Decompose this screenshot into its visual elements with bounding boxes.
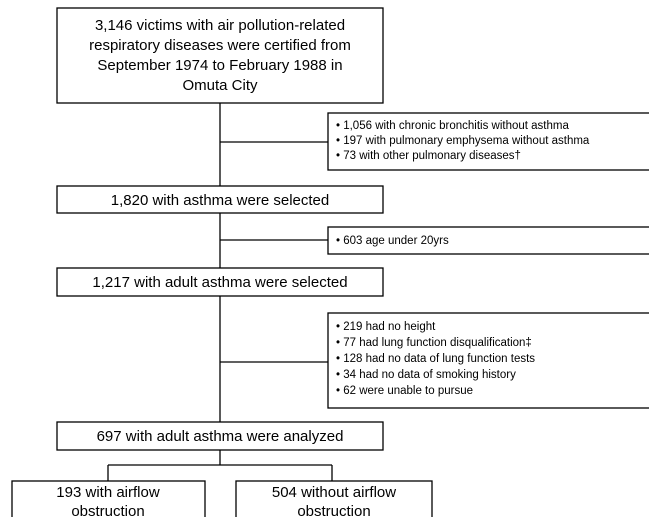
- box-text: 1,217 with adult asthma were selected: [92, 274, 347, 291]
- box: [56, 421, 384, 451]
- exclusion-box: [327, 112, 649, 171]
- exclusion-text: • 603 age under 20yrs: [336, 235, 449, 247]
- box-text: 3,146 victims with air pollution-related: [95, 17, 345, 34]
- exclusion-text: • 197 with pulmonary emphysema without a…: [336, 135, 590, 147]
- box-text: 1,820 with asthma were selected: [111, 192, 329, 209]
- box-text: September 1974 to February 1988 in: [97, 57, 342, 74]
- exclusion-text: • 219 had no height: [336, 321, 436, 333]
- box: [56, 7, 384, 104]
- box-text: 193 with airflow: [56, 484, 160, 501]
- box: [56, 267, 384, 297]
- box-text: respiratory diseases were certified from: [89, 37, 351, 54]
- exclusion-box: [327, 226, 649, 255]
- box: [56, 185, 384, 214]
- exclusion-box: [327, 312, 649, 409]
- exclusion-text: • 1,056 with chronic bronchitis without …: [336, 120, 569, 132]
- exclusion-text: • 128 had no data of lung function tests: [336, 353, 535, 365]
- box: [235, 480, 433, 517]
- box-text: obstruction: [297, 503, 370, 517]
- exclusion-text: • 77 had lung function disqualification‡: [336, 337, 532, 349]
- box-text: Omuta City: [182, 77, 258, 94]
- box-text: 697 with adult asthma were analyzed: [97, 428, 344, 445]
- exclusion-text: • 62 were unable to pursue: [336, 385, 473, 397]
- exclusion-text: • 34 had no data of smoking history: [336, 369, 516, 381]
- box-text: 504 without airflow: [272, 484, 396, 501]
- exclusion-text: • 73 with other pulmonary diseases†: [336, 150, 521, 162]
- box: [11, 480, 206, 517]
- box-text: obstruction: [71, 503, 144, 517]
